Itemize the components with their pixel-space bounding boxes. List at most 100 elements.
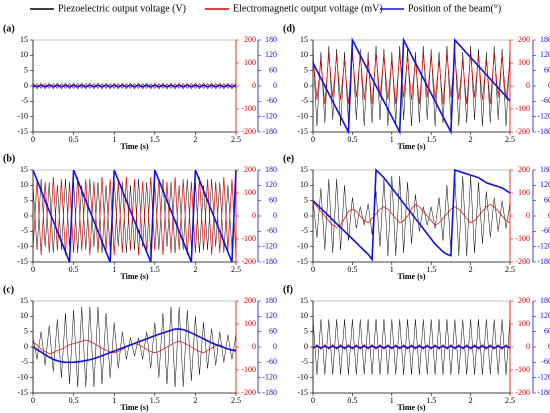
y2-tick-label: 100 [518,188,530,197]
y-tick-label: -15 [17,257,28,266]
x-tick-label: 1.5 [150,135,160,144]
y2-tick-label: 0 [526,342,530,351]
y-tick-label: 5 [24,195,28,204]
y3-tick-label: -180 [262,257,277,266]
y3-tick-label: -120 [262,241,277,250]
y3-tick-label: 180 [540,165,550,174]
y3-tick-label: 60 [544,326,550,335]
series-line [312,46,511,126]
series-line [312,176,511,256]
x-tick-label: 2 [193,135,197,144]
y2-tick-label: 100 [244,319,256,328]
x-tick-label: 0 [31,135,35,144]
y-tick-label: 5 [24,65,28,74]
y2-tick-label: -100 [241,365,256,374]
y3-tick-label: 120 [265,50,277,59]
panel-label: (c) [3,284,14,295]
x-tick-label: 0.5 [347,135,357,144]
series-line [32,169,237,263]
x-tick-label: 2.5 [505,396,515,405]
series-line [312,345,511,349]
x-tick-label: 1 [112,265,116,274]
y3-tick-label: -180 [537,388,550,397]
y3-tick-label: -60 [541,357,550,366]
x-tick-label: 1.5 [426,265,436,274]
y3-tick-label: 180 [265,165,277,174]
y3-tick-label: 120 [540,311,550,320]
y-tick-label: -5 [21,96,28,105]
y2-tick-label: -100 [515,365,530,374]
x-tick-label: 0 [311,135,315,144]
y2-tick-label: 0 [252,342,256,351]
y-tick-label: -10 [297,111,308,120]
x-tick-label: 1 [390,135,394,144]
x-tick-label: 0.5 [69,265,79,274]
y2-tick-label: 100 [244,58,256,67]
y3-tick-label: 120 [540,50,550,59]
y2-tick-label: -100 [241,104,256,113]
y-tick-label: -15 [297,388,308,397]
x-tick-label: 0 [311,396,315,405]
y3-tick-label: -60 [541,96,550,105]
x-tick-label: 2.5 [231,396,241,405]
x-axis-label: Time (s) [120,403,148,412]
y-tick-label: 10 [300,180,308,189]
y3-tick-label: -60 [541,226,550,235]
y-tick-label: -10 [297,372,308,381]
y-tick-label: 5 [304,195,308,204]
y2-tick-label: -100 [515,234,530,243]
panel-label: (a) [3,23,15,34]
x-axis-label: Time (s) [397,403,425,412]
y-tick-label: -10 [17,241,28,250]
legend-label: Position of the beam(°) [408,3,501,14]
x-tick-label: 2 [469,265,473,274]
x-tick-label: 1.5 [150,396,160,405]
y3-tick-label: -180 [537,127,550,136]
y3-tick-label: 0 [273,211,277,220]
y2-tick-label: 100 [518,319,530,328]
x-tick-label: 2 [193,396,197,405]
x-tick-label: 0 [31,265,35,274]
y3-tick-label: -180 [262,127,277,136]
y3-tick-label: -120 [537,111,550,120]
series-line [32,176,237,256]
y-tick-label: 5 [304,65,308,74]
panel-label: (b) [3,153,15,164]
y-tick-label: 10 [20,311,28,320]
y2-tick-label: 200 [244,165,256,174]
y-tick-label: 0 [24,81,28,90]
y2-tick-label: -200 [515,127,530,136]
y-tick-label: -5 [21,357,28,366]
y-tick-label: 10 [300,311,308,320]
y2-tick-label: 200 [518,165,530,174]
y3-tick-label: 120 [265,180,277,189]
y2-tick-label: 0 [526,211,530,220]
y2-tick-label: -100 [515,104,530,113]
y3-tick-label: 60 [269,326,277,335]
y2-tick-label: 200 [244,35,256,44]
y2-tick-label: -200 [515,388,530,397]
y2-tick-label: 200 [244,296,256,305]
y2-tick-label: 0 [252,81,256,90]
y3-tick-label: 0 [548,211,550,220]
y3-tick-label: -180 [262,388,277,397]
y-tick-label: -5 [301,226,308,235]
x-tick-label: 2.5 [231,135,241,144]
y-tick-label: 0 [304,342,308,351]
y-tick-label: -15 [297,127,308,136]
y-tick-label: -15 [297,257,308,266]
y3-tick-label: -120 [537,241,550,250]
x-tick-label: 1 [112,396,116,405]
x-tick-label: 1 [390,265,394,274]
y3-tick-label: -120 [262,111,277,120]
y-tick-label: -15 [17,127,28,136]
legend-label: Electromagnetic output voltage (mV) [233,3,383,14]
x-tick-label: 1 [112,135,116,144]
y3-tick-label: -60 [266,226,277,235]
y3-tick-label: 180 [540,296,550,305]
y3-tick-label: -120 [537,372,550,381]
y-tick-label: -5 [301,96,308,105]
y-tick-label: 15 [300,165,308,174]
y3-tick-label: 0 [548,81,550,90]
y2-tick-label: 200 [518,35,530,44]
